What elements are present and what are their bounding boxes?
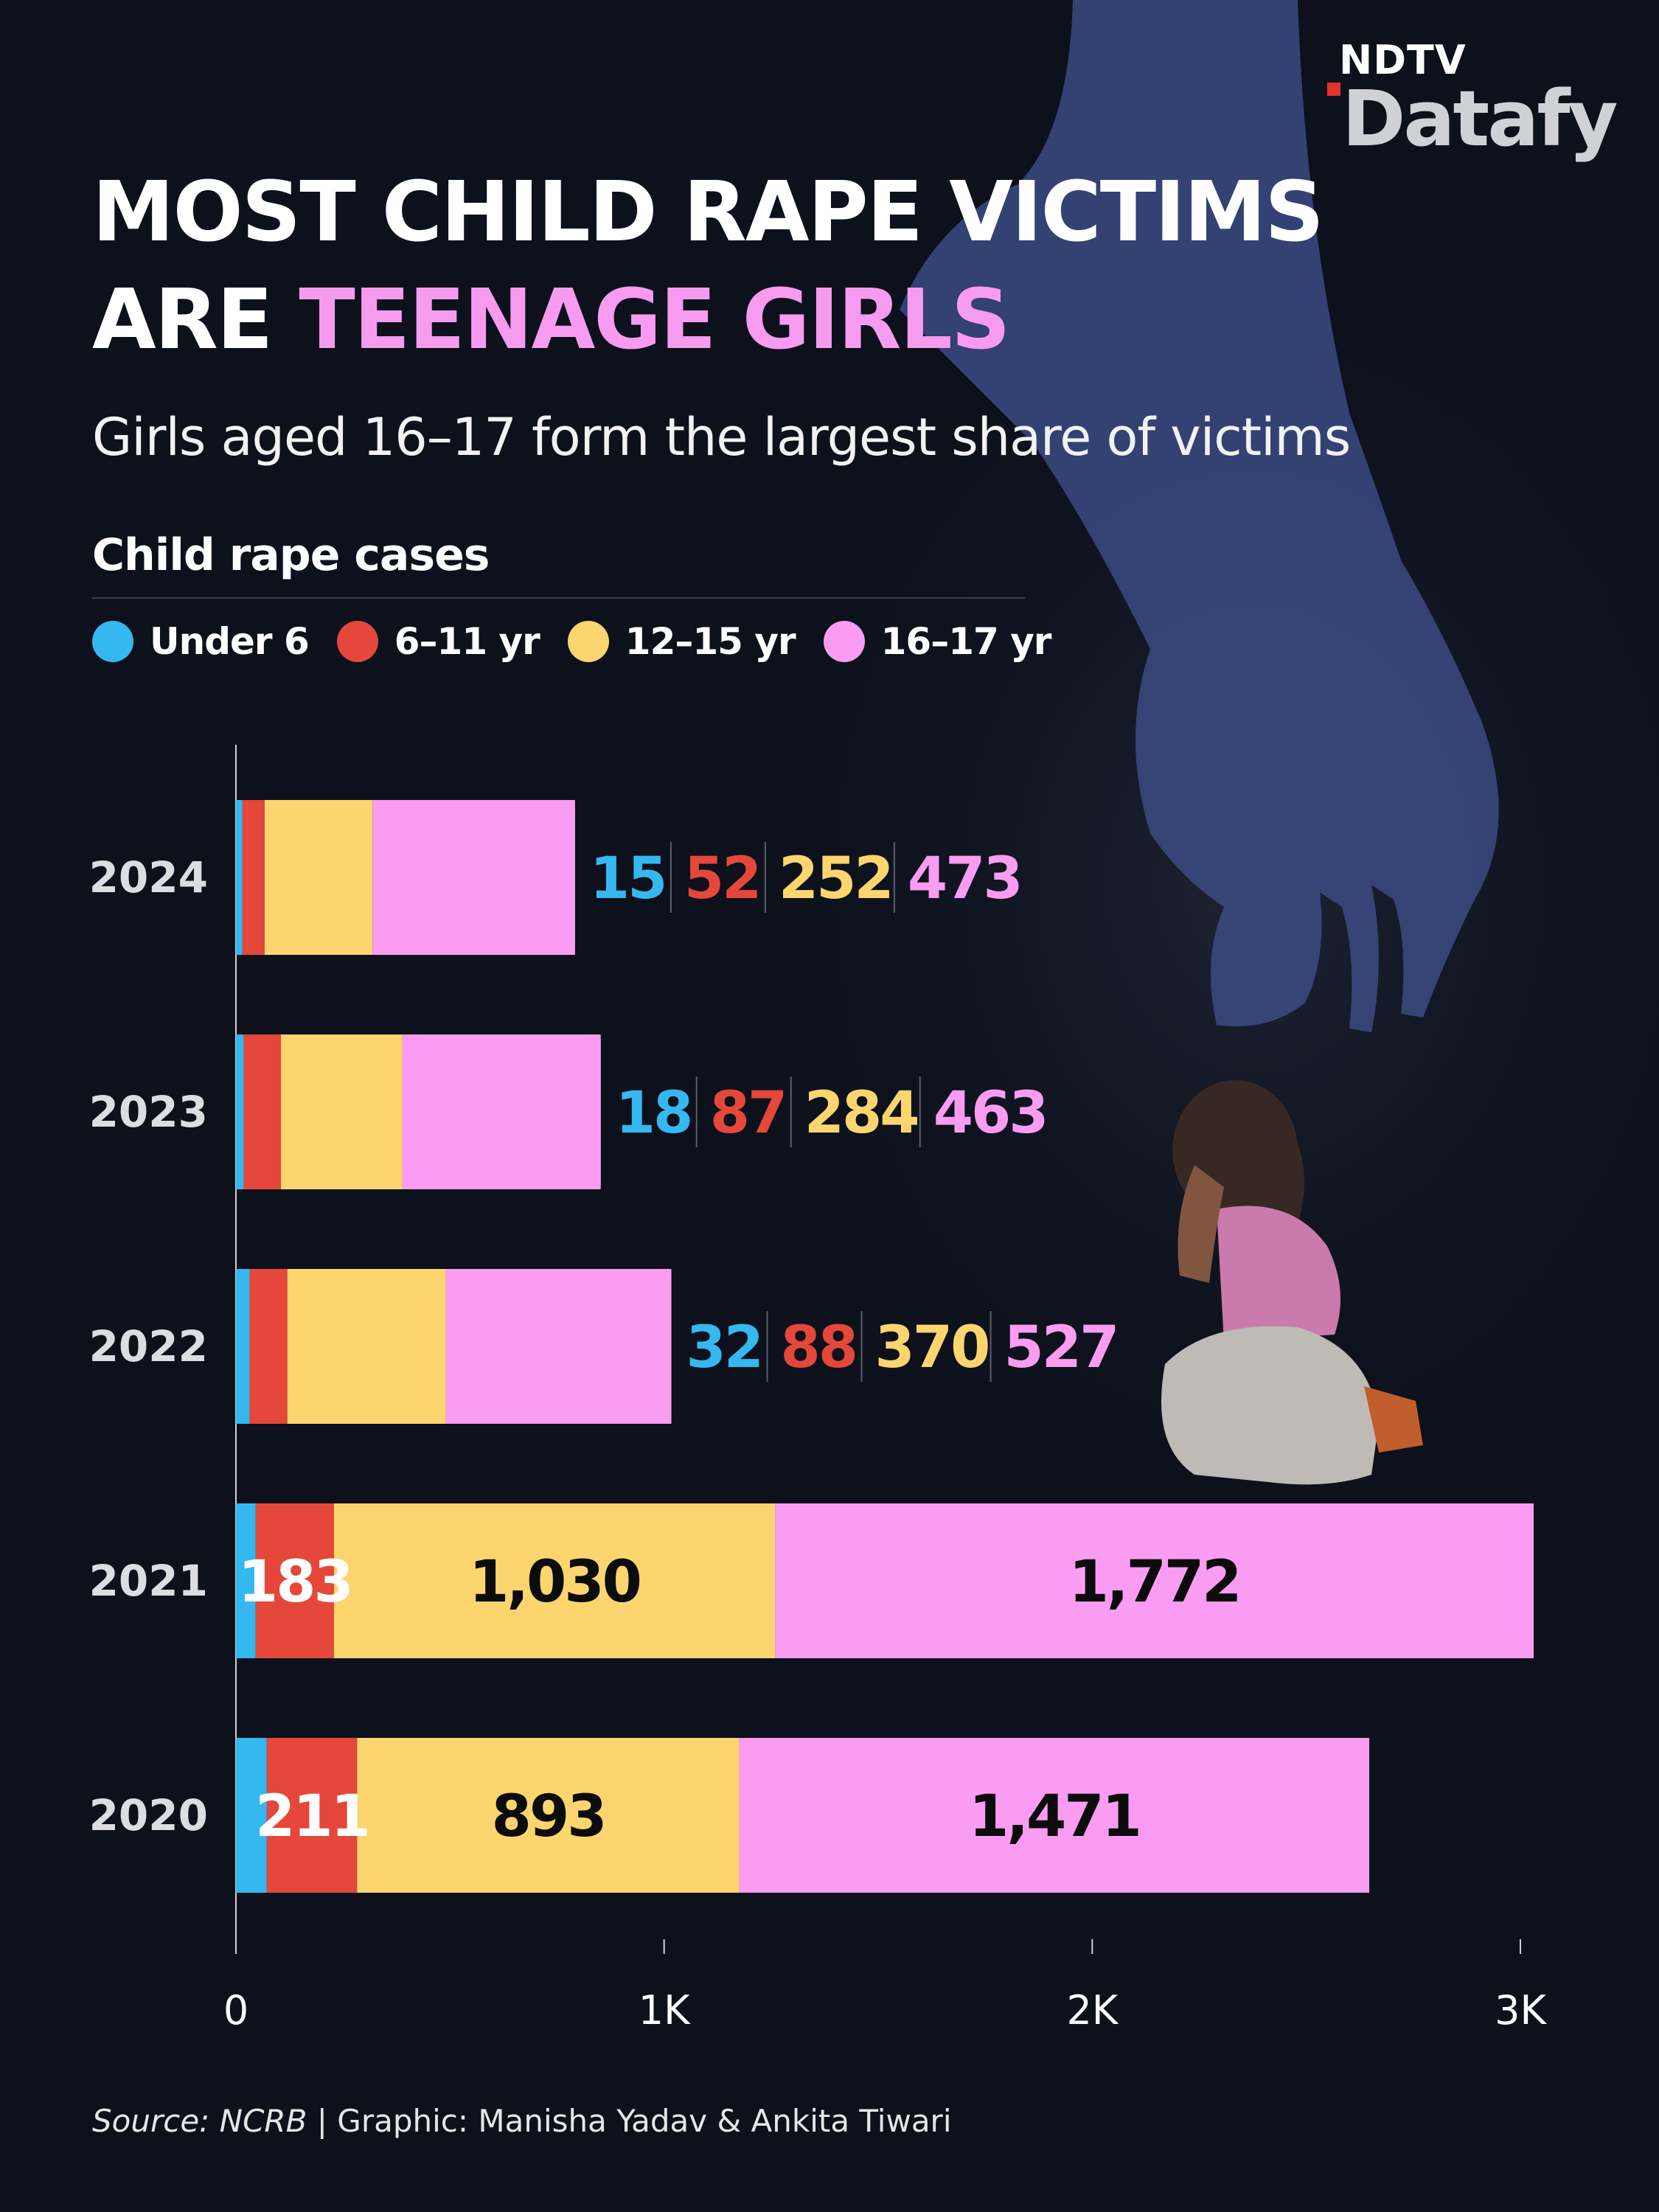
bar-segment [236, 800, 243, 955]
bar-segment [775, 1503, 1534, 1658]
bar-end-cap [1357, 1738, 1370, 1893]
brand-top: NDTV [1339, 37, 1467, 83]
x-tick-label: 2K [1066, 1987, 1119, 2034]
bar-segment [236, 1269, 250, 1424]
bar-segment [402, 1034, 601, 1189]
bar-segment [242, 800, 265, 955]
bar-segment [333, 1503, 776, 1658]
legend-label: 6–11 yr [394, 620, 540, 663]
data-label: 87 [710, 1080, 786, 1147]
legend: Under 6 6–11 yr 12–15 yr 16–17 yr [92, 616, 1079, 667]
legend-item: 6–11 yr [336, 620, 540, 663]
legend-swatch [92, 621, 133, 662]
bar-segment [357, 1738, 740, 1893]
footer-source: Source: NCRB [92, 2103, 307, 2139]
brand-dot [1327, 83, 1340, 96]
footer-separator: | [307, 2103, 338, 2139]
girl-illustration [1161, 1080, 1423, 1485]
x-tick-label: 0 [223, 1987, 248, 2034]
legend-swatch [336, 621, 378, 662]
bar-end-cap [1522, 1503, 1534, 1658]
legend-item: 12–15 yr [567, 620, 796, 663]
headline-line1: MOST CHILD RAPE VICTIMS [92, 164, 1324, 260]
year-label: 2024 [89, 852, 208, 902]
x-tick-label: 3K [1495, 1987, 1547, 2034]
chart-title: Child rape cases [92, 529, 490, 581]
year-label: 2020 [89, 1790, 208, 1840]
data-label: 211 [255, 1784, 369, 1850]
footer: Source: NCRB | Graphic: Manisha Yadav & … [92, 2103, 952, 2139]
chart-title-divider [92, 597, 1025, 599]
data-label: 284 [804, 1080, 918, 1147]
year-label: 2023 [89, 1087, 208, 1137]
bar-segment [372, 800, 575, 955]
bar-end-cap [659, 1269, 672, 1424]
data-label: 15 [590, 846, 666, 912]
bar-end-cap [588, 1034, 601, 1189]
bar-end-cap [563, 800, 575, 955]
data-label: 893 [492, 1784, 605, 1850]
legend-item: Under 6 [92, 620, 310, 663]
legend-swatch [567, 621, 609, 662]
brand-logo: NDTV Datafy [1327, 37, 1622, 164]
bar-segment [243, 1034, 281, 1189]
bar-segment [264, 800, 373, 955]
data-label: 1,471 [969, 1784, 1140, 1850]
bar-segment [287, 1269, 446, 1424]
subtitle: Girls aged 16–17 form the largest share … [92, 407, 1351, 467]
headline: MOST CHILD RAPE VICTIMS ARE TEENAGE GIRL… [92, 159, 1346, 374]
year-label: 2022 [89, 1321, 208, 1371]
headline-highlight: TEENAGE GIRLS [299, 272, 1010, 368]
data-label: 463 [933, 1080, 1047, 1147]
legend-swatch [823, 621, 865, 662]
x-tick-label: 1K [639, 1987, 691, 2034]
legend-label: 16–17 yr [880, 620, 1052, 663]
bar-segment [236, 1034, 244, 1189]
data-label: 1,772 [1069, 1549, 1240, 1615]
bar-segment [445, 1269, 672, 1424]
bar-segment [249, 1269, 288, 1424]
bar-segment [280, 1034, 403, 1189]
headline-line2-prefix: ARE [92, 272, 299, 368]
footer-credit: Graphic: Manisha Yadav & Ankita Tiwari [337, 2103, 952, 2139]
data-label: 18 [616, 1080, 692, 1147]
legend-label: 12–15 yr [625, 620, 796, 663]
data-label: 88 [781, 1315, 857, 1381]
data-label: 52 [684, 846, 760, 912]
bar-segment [266, 1738, 358, 1893]
legend-label: Under 6 [150, 620, 310, 663]
hand-illustration [900, 0, 1499, 1032]
bar-segment [236, 1503, 256, 1658]
bar-segment [739, 1738, 1370, 1893]
data-label: 32 [686, 1315, 762, 1381]
data-label: 252 [779, 846, 892, 912]
bar-segment [236, 1738, 267, 1893]
data-label: 1,030 [469, 1549, 640, 1615]
data-label: 370 [875, 1315, 989, 1381]
data-label: 527 [1004, 1315, 1118, 1381]
brand-main: Datafy [1342, 74, 1618, 164]
legend-item: 16–17 yr [823, 620, 1052, 663]
data-label: 183 [238, 1549, 352, 1615]
bar-segment [255, 1503, 334, 1658]
data-label: 473 [908, 846, 1021, 912]
year-label: 2021 [89, 1556, 208, 1606]
